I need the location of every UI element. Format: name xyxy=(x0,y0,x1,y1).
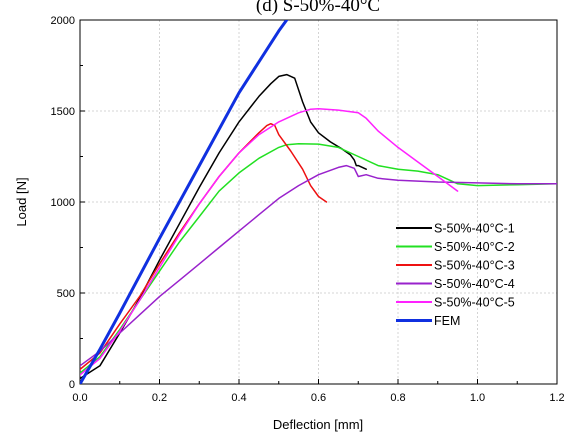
series-line-4 xyxy=(80,164,557,367)
axis-ticks xyxy=(79,19,558,385)
y-tick-label: 2000 xyxy=(51,15,75,27)
series-line-1 xyxy=(80,73,367,380)
legend-label: S-50%-40°C-1 xyxy=(434,222,515,236)
y-tick-labels: 0 500 1000 1500 2000 xyxy=(51,15,75,391)
x-tick-labels: 0.0 0.2 0.4 0.6 0.8 1.0 1.2 xyxy=(72,392,564,404)
x-tick-label: 1.2 xyxy=(549,392,564,404)
legend-label: FEM xyxy=(434,314,460,328)
series-line-6 xyxy=(80,20,289,384)
grid-lines xyxy=(80,20,557,384)
series-lines xyxy=(80,20,557,384)
x-tick-label: 0.0 xyxy=(72,392,87,404)
x-tick-label: 0.6 xyxy=(311,392,326,404)
legend-label: S-50%-40°C-5 xyxy=(434,296,515,310)
legend-label: S-50%-40°C-4 xyxy=(434,277,515,291)
y-tick-label: 1000 xyxy=(51,197,75,209)
x-tick-label: 0.8 xyxy=(390,392,405,404)
series-line-5 xyxy=(80,108,459,376)
x-axis-title: Deflection [mm] xyxy=(273,417,363,432)
series-line-2 xyxy=(80,143,557,374)
chart-title: (d) S-50%-40°C xyxy=(256,0,380,16)
x-tick-label: 0.4 xyxy=(231,392,246,404)
y-axis-title: Load [N] xyxy=(14,177,29,226)
x-tick-label: 1.0 xyxy=(470,392,485,404)
y-tick-label: 0 xyxy=(69,379,75,391)
legend-label: S-50%-40°C-2 xyxy=(434,240,515,254)
y-tick-label: 500 xyxy=(57,288,75,300)
legend-label: S-50%-40°C-3 xyxy=(434,259,515,273)
legend: S-50%-40°C-1 S-50%-40°C-2 S-50%-40°C-3 S-50… xyxy=(396,222,515,328)
y-tick-label: 1500 xyxy=(51,106,75,118)
x-tick-label: 0.2 xyxy=(152,392,167,404)
series-line-3 xyxy=(80,122,328,371)
